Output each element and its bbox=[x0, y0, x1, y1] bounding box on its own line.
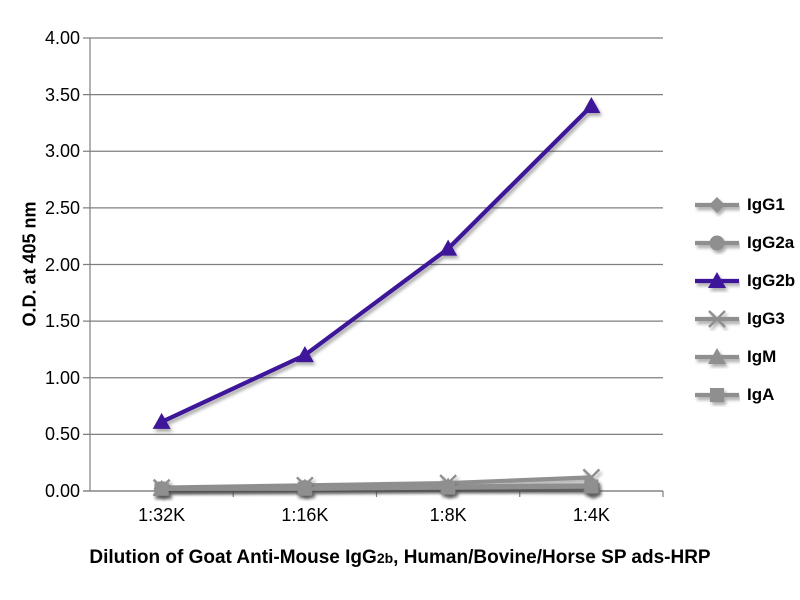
y-tick-label: 2.00 bbox=[44, 254, 80, 275]
legend-label: IgG2b bbox=[747, 271, 796, 290]
series-IgA bbox=[154, 479, 599, 496]
x-tick-label: 1:16K bbox=[281, 505, 329, 525]
y-tick-label: 1.00 bbox=[44, 367, 80, 388]
y-tick-label: 0.00 bbox=[44, 481, 80, 501]
x-axis-title-subscript: 2b bbox=[376, 550, 394, 566]
x-axis-title-prefix: Dilution of Goat Anti-Mouse IgG bbox=[89, 547, 377, 568]
legend-marker-triangle-icon bbox=[695, 348, 739, 364]
legend-item-IgG2a: IgG2a bbox=[694, 224, 795, 262]
legend-marker-diamond-icon bbox=[695, 197, 739, 213]
legend-label: IgG3 bbox=[747, 309, 785, 328]
legend-marker-circle-icon bbox=[695, 235, 739, 251]
legend-item-IgM: IgM bbox=[694, 338, 795, 376]
legend-label: IgM bbox=[747, 347, 777, 366]
y-tick-label: 2.50 bbox=[44, 197, 80, 218]
x-axis-title: Dilution of Goat Anti-Mouse IgG2b, Human… bbox=[0, 547, 800, 569]
legend: IgG1 IgG2a IgG2b IgG3 IgM IgA bbox=[694, 186, 795, 414]
legend-marker-square-icon bbox=[695, 388, 739, 402]
legend-marker-x-icon bbox=[695, 310, 739, 328]
x-axis-title-suffix: , Human/Bovine/Horse SP ads-HRP bbox=[393, 547, 711, 568]
y-tick-label: 1.50 bbox=[44, 311, 80, 332]
axes bbox=[83, 38, 664, 497]
legend-label: IgA bbox=[747, 385, 775, 404]
gridlines bbox=[83, 37, 663, 492]
x-tick-label: 1:8K bbox=[429, 505, 467, 525]
y-tick-label: 3.00 bbox=[44, 141, 80, 162]
legend-item-IgG3: IgG3 bbox=[694, 300, 795, 338]
legend-label: IgG1 bbox=[747, 195, 785, 214]
legend-item-IgG2b: IgG2b bbox=[694, 262, 795, 300]
y-tick-label: 4.00 bbox=[44, 28, 80, 48]
x-tick-label: 1:32K bbox=[138, 505, 186, 525]
x-tick-label: 1:4K bbox=[572, 505, 610, 525]
series-IgG2b bbox=[152, 96, 601, 429]
legend-marker-triangle-icon bbox=[695, 272, 739, 288]
legend-item-IgG1: IgG1 bbox=[694, 186, 795, 224]
y-tick-label: 3.50 bbox=[44, 84, 80, 105]
y-tick-label: 0.50 bbox=[44, 424, 80, 445]
legend-item-IgA: IgA bbox=[694, 376, 795, 414]
legend-label: IgG2a bbox=[747, 233, 795, 252]
